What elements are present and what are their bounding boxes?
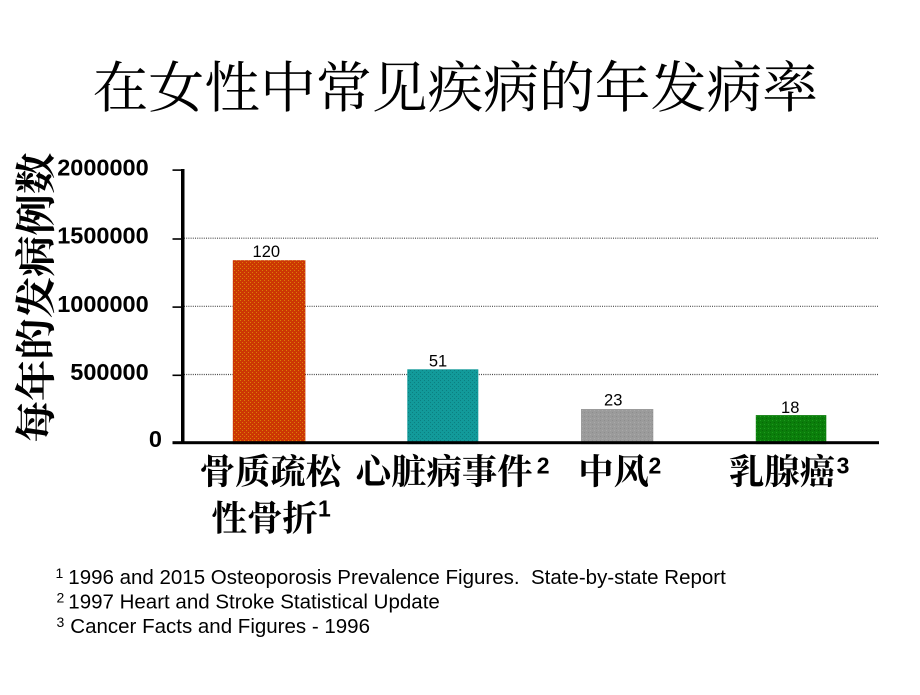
svg-text:0: 0 xyxy=(149,426,162,452)
svg-text:2: 2 xyxy=(57,590,65,606)
svg-text:2000000: 2000000 xyxy=(57,155,149,181)
svg-text:1997 Heart and Stroke Statisti: 1997 Heart and Stroke Statistical Update xyxy=(68,590,440,613)
svg-text:23: 23 xyxy=(604,391,622,409)
svg-text:1500000: 1500000 xyxy=(57,222,149,248)
svg-text:500000: 500000 xyxy=(70,359,148,385)
svg-text:120: 120 xyxy=(253,243,281,261)
svg-text:2: 2 xyxy=(649,453,662,479)
svg-text:Cancer Facts and Figures - 199: Cancer Facts and Figures - 1996 xyxy=(70,615,370,638)
svg-text:1: 1 xyxy=(56,565,64,581)
svg-text:2: 2 xyxy=(537,453,550,479)
svg-text:3: 3 xyxy=(837,453,850,479)
svg-text:51: 51 xyxy=(429,353,447,371)
svg-text:18: 18 xyxy=(781,399,799,417)
svg-text:3: 3 xyxy=(57,614,65,630)
svg-text:1000000: 1000000 xyxy=(57,291,149,317)
svg-text:1996 and 2015 Osteoporosis Pre: 1996 and 2015 Osteoporosis Prevalence Fi… xyxy=(68,566,726,589)
svg-text:1: 1 xyxy=(318,496,331,522)
